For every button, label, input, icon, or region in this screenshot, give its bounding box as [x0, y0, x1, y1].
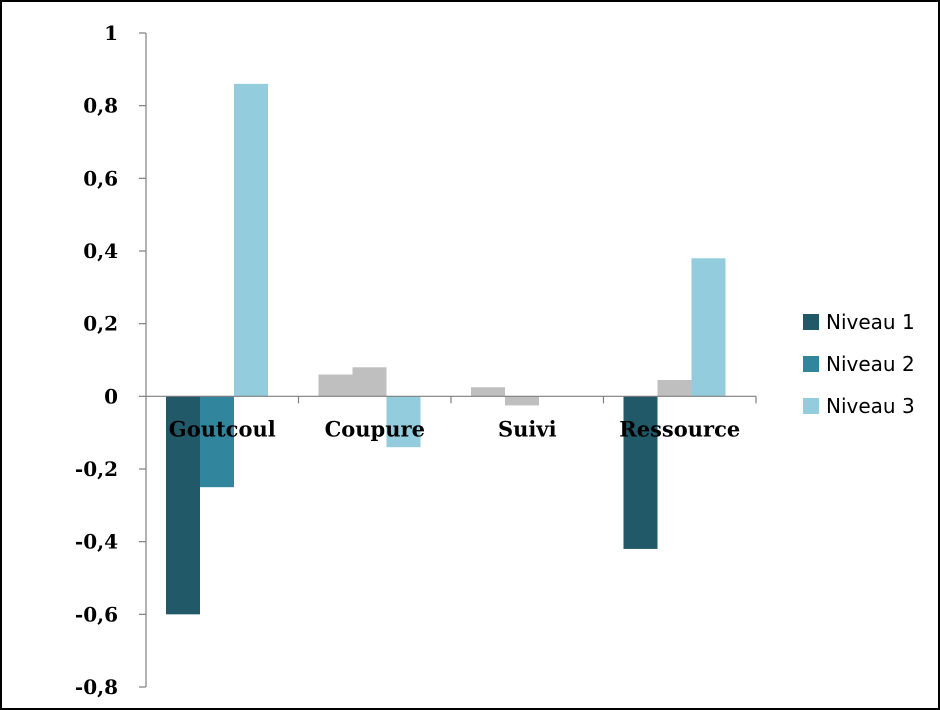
- y-tick-label: 1: [104, 21, 118, 45]
- y-tick-label: 0,8: [83, 94, 118, 118]
- legend-swatch: [803, 398, 819, 414]
- y-tick-label: -0,8: [75, 675, 118, 699]
- x-ticks-group: [297, 396, 757, 404]
- category-label-goutcoul: Goutcoul: [169, 416, 276, 441]
- legend-label: Niveau 1: [826, 310, 915, 334]
- bar-suivi-series-1: [471, 387, 505, 397]
- bar-goutcoul-series-2: [200, 396, 234, 488]
- category-label-suivi: Suivi: [498, 416, 557, 441]
- y-tick-label: 0,2: [83, 312, 118, 336]
- bar-coupure-series-3: [386, 396, 421, 448]
- bar-goutcoul-series-3: [234, 83, 268, 397]
- bar-ressource-series-2: [657, 379, 692, 397]
- legend: Niveau 1 Niveau 2 Niveau 3: [803, 310, 915, 418]
- bar-coupure-series-1: [318, 374, 353, 397]
- category-label-coupure: Coupure: [325, 416, 425, 441]
- y-ticks-group: 1 0,8 0,6 0,4 0,2 0 -0,2 -0,4 -0,6 -0,8: [75, 21, 146, 699]
- y-tick-label: 0,4: [83, 239, 118, 263]
- bar-ressource-series-1: [623, 396, 658, 549]
- y-tick-label: -0,2: [75, 457, 118, 481]
- bar-coupure-series-2: [352, 367, 387, 397]
- y-tick-label: 0,6: [83, 166, 118, 190]
- legend-swatch: [803, 314, 819, 330]
- bar-goutcoul-series-1: [166, 396, 200, 615]
- legend-label: Niveau 3: [826, 394, 915, 418]
- bars-group: [166, 83, 726, 615]
- y-tick-label: -0,6: [75, 602, 118, 626]
- legend-label: Niveau 2: [826, 352, 915, 376]
- legend-swatch: [803, 356, 819, 372]
- category-labels-group: Goutcoul Coupure Suivi Ressource: [169, 416, 740, 441]
- bar-ressource-series-3: [691, 258, 726, 397]
- y-tick-label: -0,4: [75, 530, 118, 554]
- y-tick-label: 0: [104, 384, 118, 408]
- category-label-ressource: Ressource: [619, 416, 740, 441]
- bar-suivi-series-2: [505, 396, 539, 406]
